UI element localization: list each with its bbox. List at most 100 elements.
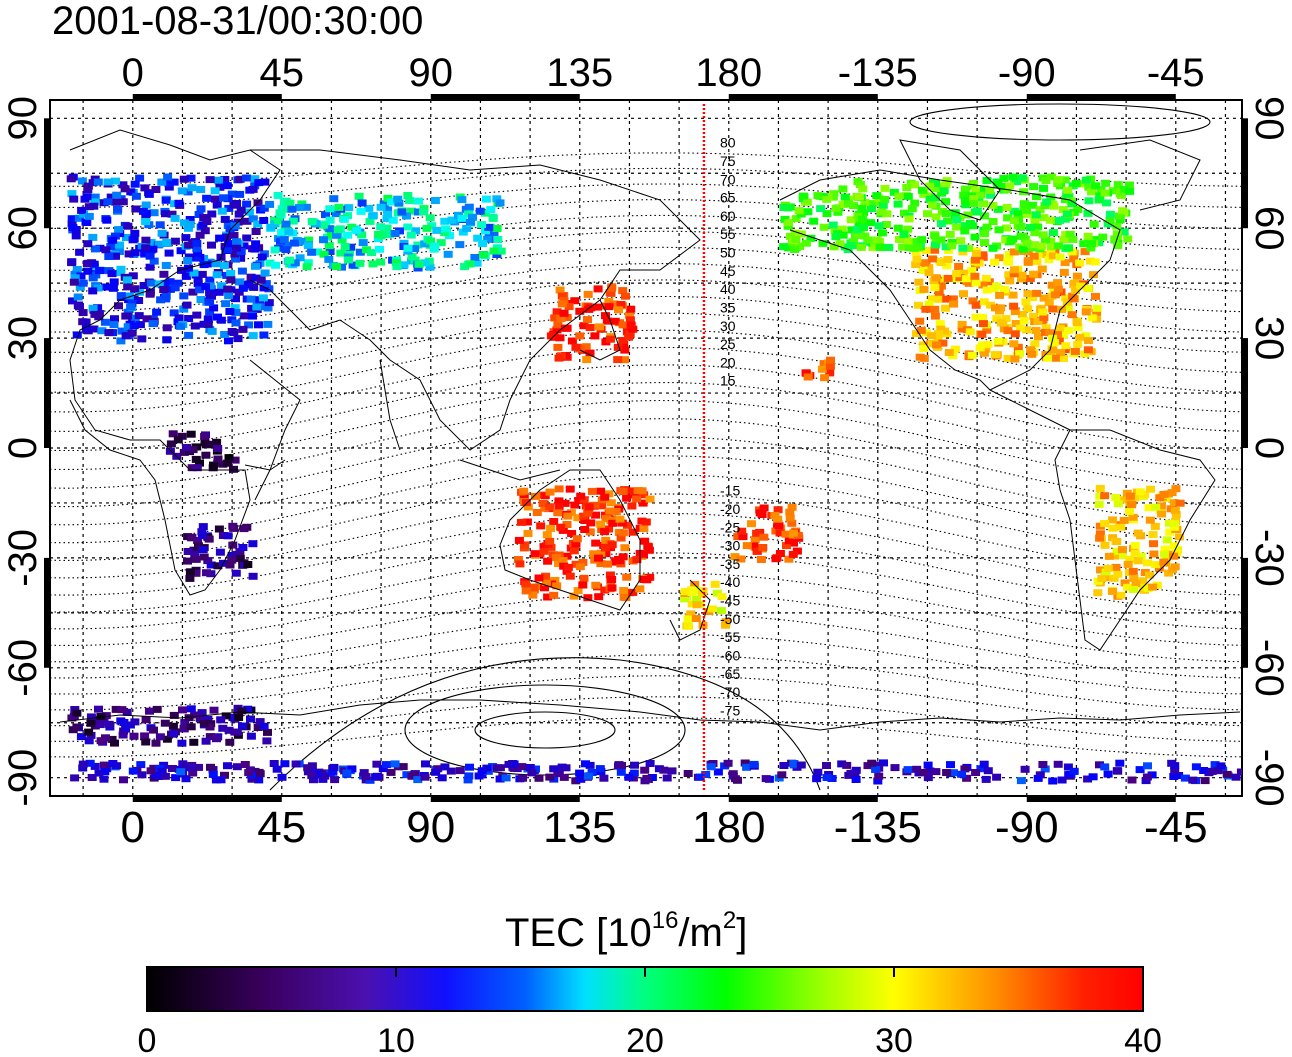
tec-cell	[757, 511, 767, 518]
tec-cell	[136, 761, 146, 769]
tec-cell	[193, 280, 203, 288]
tec-cell	[164, 249, 174, 257]
tec-cell	[229, 231, 239, 239]
tec-cell	[857, 204, 867, 212]
tec-cell	[587, 487, 597, 495]
tec-cell	[270, 246, 280, 254]
tec-cell	[111, 252, 120, 260]
tec-cell	[1119, 516, 1129, 524]
tec-cell	[874, 222, 884, 230]
tec-cell	[346, 243, 356, 251]
tec-cell	[605, 335, 615, 343]
tec-cell	[925, 196, 935, 203]
tec-cell	[998, 182, 1008, 190]
tec-cell	[968, 297, 978, 305]
tec-cell	[99, 775, 109, 783]
tec-cell	[509, 764, 519, 772]
tec-cell	[124, 292, 134, 300]
tec-cell	[878, 201, 888, 209]
tec-cell	[710, 580, 720, 588]
tec-cell	[197, 528, 207, 536]
tec-cell	[1129, 574, 1139, 582]
tec-cell	[232, 238, 241, 246]
tec-cell	[199, 261, 209, 269]
tec-cell	[96, 713, 106, 720]
tec-cell	[561, 324, 570, 332]
tec-cell	[118, 198, 128, 206]
tec-cell	[162, 324, 172, 332]
tec-cell	[947, 242, 957, 250]
tec-cell	[478, 240, 488, 248]
tec-cell	[281, 246, 291, 254]
tec-cell	[779, 243, 789, 251]
tec-cell	[235, 190, 245, 198]
tec-cell	[1167, 759, 1177, 767]
tec-cell	[549, 518, 559, 525]
tec-cell	[246, 715, 255, 723]
contour-line	[50, 346, 1242, 432]
tec-cell	[1129, 586, 1138, 593]
tec-cell	[733, 776, 742, 784]
tec-cell	[130, 180, 140, 188]
tec-cell	[978, 313, 988, 321]
tec-cell	[103, 178, 113, 186]
tec-cell	[403, 223, 413, 231]
tec-cell	[803, 373, 813, 381]
tec-cell	[1143, 762, 1152, 770]
tec-cell	[1009, 340, 1019, 348]
tec-cell	[774, 522, 784, 530]
contour-line	[50, 717, 1242, 758]
tec-cell	[148, 320, 158, 328]
tec-cell	[620, 544, 630, 552]
tec-cell	[388, 216, 398, 224]
tec-cell	[1101, 568, 1111, 576]
tec-cell	[295, 204, 305, 211]
tec-cell	[177, 187, 187, 195]
tec-cell	[519, 487, 529, 495]
tec-cell	[787, 519, 797, 527]
contour-label: -25	[720, 519, 740, 535]
tec-cell	[1053, 760, 1063, 768]
tec-cell	[1020, 765, 1030, 773]
tec-cell	[75, 283, 85, 291]
tec-cell	[399, 261, 409, 269]
tec-cell	[1115, 759, 1125, 767]
tec-cell	[923, 761, 933, 769]
tec-cell	[90, 762, 100, 770]
tec-cell	[229, 524, 239, 532]
tec-cell	[1075, 333, 1085, 341]
tec-cell	[611, 508, 621, 515]
tec-cell	[243, 705, 253, 713]
tec-cell	[211, 195, 220, 203]
tec-cell	[83, 267, 93, 275]
lat-tick-label: 0	[1247, 437, 1291, 459]
tec-cell	[216, 716, 226, 724]
tec-cell	[969, 195, 979, 203]
tec-cell	[84, 728, 94, 736]
tec-cell	[626, 321, 636, 329]
tec-cell	[593, 285, 603, 293]
tec-cell	[88, 179, 98, 187]
tec-cell	[601, 550, 611, 558]
tec-cell	[627, 502, 637, 510]
tec-cell	[1010, 355, 1020, 363]
tec-cell	[210, 187, 220, 195]
tec-cell	[873, 777, 883, 785]
tec-cell	[168, 722, 178, 730]
tec-cell	[1101, 179, 1111, 187]
tec-cell	[1084, 197, 1094, 205]
tec-cell	[121, 312, 131, 320]
tec-cell	[1072, 319, 1082, 327]
contour-label: -70	[720, 684, 740, 700]
tec-cell	[614, 306, 623, 314]
tec-cell	[307, 248, 317, 256]
contour-label: 70	[720, 171, 736, 187]
tec-cell	[303, 259, 313, 267]
tec-cell	[613, 343, 623, 351]
tec-cell	[368, 260, 378, 268]
tec-cell	[1081, 308, 1091, 316]
tec-cell	[131, 192, 141, 200]
tec-cell	[115, 241, 124, 249]
tec-cell	[918, 266, 928, 274]
tec-cell	[931, 768, 941, 776]
